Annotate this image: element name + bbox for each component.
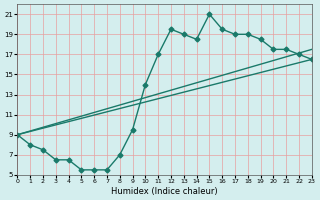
X-axis label: Humidex (Indice chaleur): Humidex (Indice chaleur) xyxy=(111,187,218,196)
